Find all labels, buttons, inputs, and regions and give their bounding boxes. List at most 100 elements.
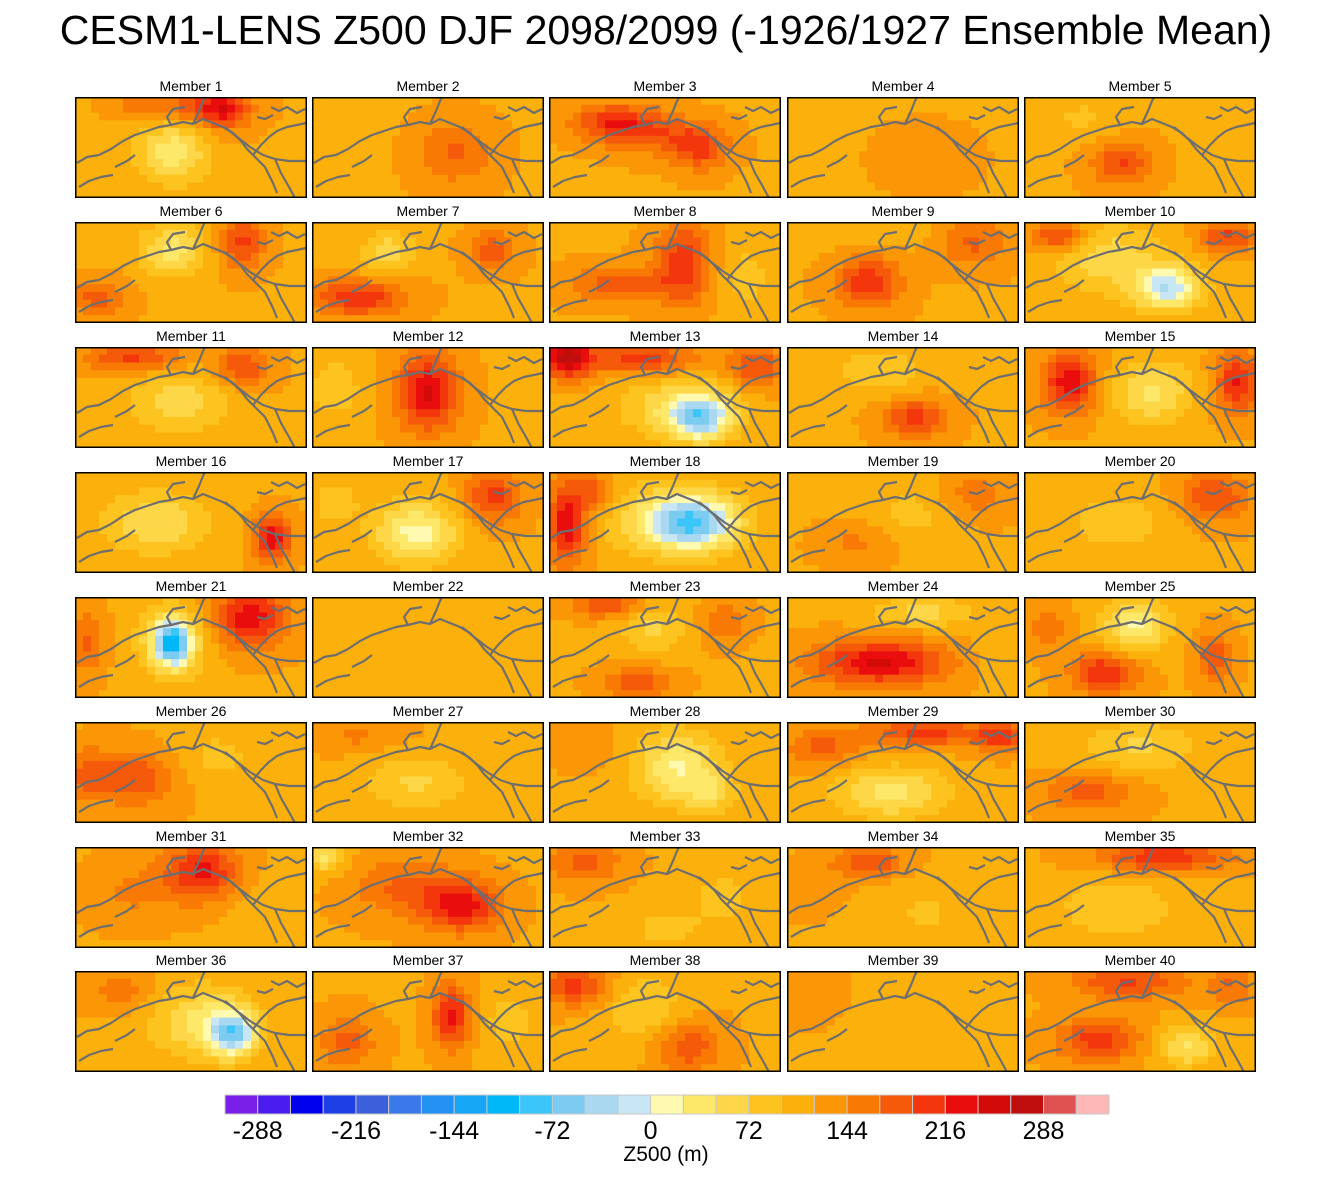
z500-cell — [669, 143, 678, 152]
z500-cell — [440, 174, 449, 184]
z500-cell — [995, 174, 1004, 184]
z500-cell — [147, 432, 156, 441]
z500-cell — [352, 253, 361, 262]
z500-cell — [416, 190, 425, 198]
z500-cell — [1160, 291, 1169, 301]
z500-cell — [1056, 245, 1065, 254]
z500-cell — [693, 307, 702, 316]
z500-cell — [211, 393, 220, 402]
z500-cell — [179, 159, 188, 168]
z500-cell — [75, 268, 84, 277]
member-panel: Member 9 — [787, 203, 1019, 323]
z500-cell — [1152, 237, 1161, 246]
z500-cell — [923, 315, 932, 323]
z500-cell — [504, 222, 513, 231]
z500-cell — [328, 245, 337, 254]
z500-cell — [1152, 174, 1161, 184]
z500-cell — [392, 253, 401, 262]
z500-cell — [91, 315, 100, 323]
z500-cell — [219, 347, 228, 356]
z500-cell — [99, 354, 108, 364]
z500-cell — [384, 370, 393, 379]
z500-cell — [1168, 112, 1177, 121]
z500-cell — [227, 120, 236, 129]
z500-cell — [613, 97, 622, 106]
z500-cell — [581, 97, 590, 106]
z500-cell — [995, 284, 1004, 293]
z500-cell — [512, 307, 521, 316]
z500-cell — [243, 401, 252, 410]
z500-cell — [83, 401, 92, 410]
z500-cell — [235, 362, 244, 371]
z500-cell — [749, 174, 758, 184]
z500-cell — [496, 299, 505, 309]
z500-cell — [987, 276, 996, 285]
z500-cell — [987, 222, 996, 231]
z500-cell — [709, 128, 718, 137]
z500-cell — [907, 276, 916, 285]
z500-cell — [456, 237, 465, 246]
z500-cell — [947, 182, 956, 191]
z500-cell — [1232, 128, 1241, 137]
z500-cell — [1011, 128, 1019, 137]
z500-cell — [637, 253, 646, 262]
z500-cell — [1104, 245, 1113, 254]
z500-cell — [565, 159, 574, 168]
z500-cell — [557, 104, 566, 114]
z500-cell — [416, 151, 425, 160]
z500-cell — [440, 120, 449, 129]
z500-cell — [987, 229, 996, 239]
z500-cell — [1224, 97, 1233, 106]
z500-cell — [464, 174, 473, 184]
z500-cell — [811, 135, 820, 145]
z500-cell — [685, 385, 694, 395]
z500-cell — [557, 97, 566, 106]
z500-cell — [1024, 260, 1033, 270]
z500-cell — [163, 385, 172, 395]
z500-cell — [219, 315, 228, 323]
z500-cell — [613, 222, 622, 231]
z500-cell — [235, 104, 244, 114]
z500-cell — [528, 237, 537, 246]
z500-cell — [99, 112, 108, 121]
z500-cell — [931, 291, 940, 301]
z500-cell — [456, 112, 465, 121]
z500-cell — [384, 245, 393, 254]
z500-cell — [827, 151, 836, 160]
z500-cell — [589, 104, 598, 114]
z500-cell — [416, 378, 425, 387]
z500-cell — [1232, 307, 1241, 316]
z500-cell — [773, 284, 781, 293]
z500-cell — [416, 135, 425, 145]
z500-cell — [757, 229, 766, 239]
z500-cell — [1003, 291, 1012, 301]
z500-cell — [597, 190, 606, 198]
z500-cell — [267, 245, 276, 254]
z500-cell — [504, 166, 513, 176]
z500-cell — [685, 112, 694, 121]
z500-cell — [1248, 143, 1256, 152]
z500-cell — [1240, 97, 1249, 106]
z500-cell — [115, 370, 124, 379]
z500-cell — [1032, 284, 1041, 293]
z500-cell — [416, 432, 425, 441]
z500-cell — [685, 128, 694, 137]
z500-cell — [1240, 284, 1249, 293]
z500-cell — [573, 182, 582, 191]
z500-cell — [573, 378, 582, 387]
z500-cell — [803, 268, 812, 277]
z500-cell — [931, 245, 940, 254]
z500-cell — [725, 307, 734, 316]
z500-cell — [1240, 229, 1249, 239]
z500-cell — [360, 237, 369, 246]
z500-cell — [336, 315, 345, 323]
z500-cell — [235, 291, 244, 301]
z500-cell — [488, 151, 497, 160]
z500-cell — [875, 253, 884, 262]
z500-cell — [91, 440, 100, 448]
z500-cell — [787, 104, 796, 114]
z500-cell — [83, 385, 92, 395]
z500-cell — [131, 432, 140, 441]
z500-cell — [496, 104, 505, 114]
z500-cell — [187, 385, 196, 395]
